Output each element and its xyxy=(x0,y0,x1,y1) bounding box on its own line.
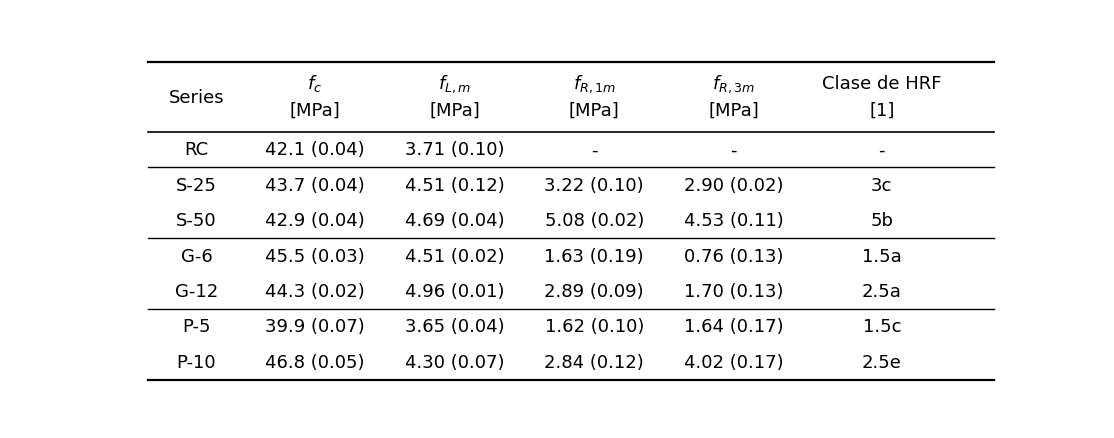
Text: $f_c$: $f_c$ xyxy=(307,73,323,94)
Text: 2.89 (0.09): 2.89 (0.09) xyxy=(545,283,644,300)
Text: 39.9 (0.07): 39.9 (0.07) xyxy=(265,318,365,336)
Text: 4.30 (0.07): 4.30 (0.07) xyxy=(404,353,505,371)
Text: S-50: S-50 xyxy=(176,212,217,230)
Text: 4.02 (0.17): 4.02 (0.17) xyxy=(684,353,783,371)
Text: P-10: P-10 xyxy=(177,353,216,371)
Text: 3.65 (0.04): 3.65 (0.04) xyxy=(404,318,505,336)
Text: S-25: S-25 xyxy=(176,177,217,194)
Text: 44.3 (0.02): 44.3 (0.02) xyxy=(265,283,365,300)
Text: 1.62 (0.10): 1.62 (0.10) xyxy=(545,318,644,336)
Text: 3.22 (0.10): 3.22 (0.10) xyxy=(545,177,644,194)
Text: 2.5a: 2.5a xyxy=(862,283,902,300)
Text: 2.90 (0.02): 2.90 (0.02) xyxy=(684,177,783,194)
Text: 43.7 (0.04): 43.7 (0.04) xyxy=(265,177,365,194)
Text: 1.64 (0.17): 1.64 (0.17) xyxy=(684,318,783,336)
Text: $f_{L,m}$: $f_{L,m}$ xyxy=(438,73,471,94)
Text: 4.69 (0.04): 4.69 (0.04) xyxy=(404,212,505,230)
Text: 3.71 (0.10): 3.71 (0.10) xyxy=(404,141,505,159)
Text: 0.76 (0.13): 0.76 (0.13) xyxy=(684,247,783,265)
Text: 1.5c: 1.5c xyxy=(862,318,901,336)
Text: 2.5e: 2.5e xyxy=(862,353,902,371)
Text: -: - xyxy=(590,141,597,159)
Text: 42.9 (0.04): 42.9 (0.04) xyxy=(265,212,365,230)
Text: 42.1 (0.04): 42.1 (0.04) xyxy=(265,141,364,159)
Text: G-6: G-6 xyxy=(180,247,213,265)
Text: Series: Series xyxy=(168,88,224,106)
Text: $f_{R,3m}$: $f_{R,3m}$ xyxy=(713,73,755,94)
Text: 4.51 (0.02): 4.51 (0.02) xyxy=(404,247,505,265)
Text: 1.5a: 1.5a xyxy=(862,247,901,265)
Text: 4.51 (0.12): 4.51 (0.12) xyxy=(404,177,505,194)
Text: 45.5 (0.03): 45.5 (0.03) xyxy=(265,247,365,265)
Text: 4.96 (0.01): 4.96 (0.01) xyxy=(404,283,505,300)
Text: G-12: G-12 xyxy=(175,283,218,300)
Text: 1.70 (0.13): 1.70 (0.13) xyxy=(684,283,783,300)
Text: 3c: 3c xyxy=(871,177,892,194)
Text: [MPa]: [MPa] xyxy=(709,101,759,119)
Text: RC: RC xyxy=(185,141,208,159)
Text: 5.08 (0.02): 5.08 (0.02) xyxy=(545,212,644,230)
Text: 1.63 (0.19): 1.63 (0.19) xyxy=(545,247,644,265)
Text: 2.84 (0.12): 2.84 (0.12) xyxy=(545,353,644,371)
Text: P-5: P-5 xyxy=(183,318,211,336)
Text: [MPa]: [MPa] xyxy=(429,101,480,119)
Text: -: - xyxy=(879,141,886,159)
Text: Clase de HRF: Clase de HRF xyxy=(822,74,941,92)
Text: [MPa]: [MPa] xyxy=(290,101,341,119)
Text: [MPa]: [MPa] xyxy=(569,101,619,119)
Text: 4.53 (0.11): 4.53 (0.11) xyxy=(684,212,783,230)
Text: 46.8 (0.05): 46.8 (0.05) xyxy=(265,353,364,371)
Text: [1]: [1] xyxy=(869,101,895,119)
Text: $f_{R,1m}$: $f_{R,1m}$ xyxy=(573,73,616,94)
Text: 5b: 5b xyxy=(870,212,893,230)
Text: -: - xyxy=(731,141,737,159)
